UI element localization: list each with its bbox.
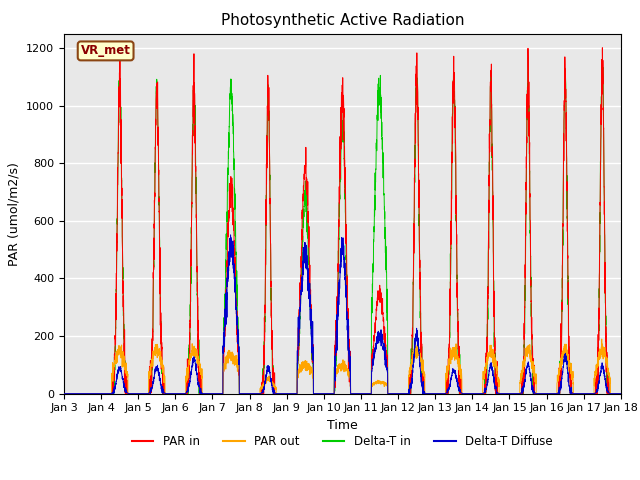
- Legend: PAR in, PAR out, Delta-T in, Delta-T Diffuse: PAR in, PAR out, Delta-T in, Delta-T Dif…: [127, 430, 557, 453]
- Text: VR_met: VR_met: [81, 44, 131, 58]
- Y-axis label: PAR (umol/m2/s): PAR (umol/m2/s): [8, 162, 20, 265]
- Title: Photosynthetic Active Radiation: Photosynthetic Active Radiation: [221, 13, 464, 28]
- X-axis label: Time: Time: [327, 419, 358, 432]
